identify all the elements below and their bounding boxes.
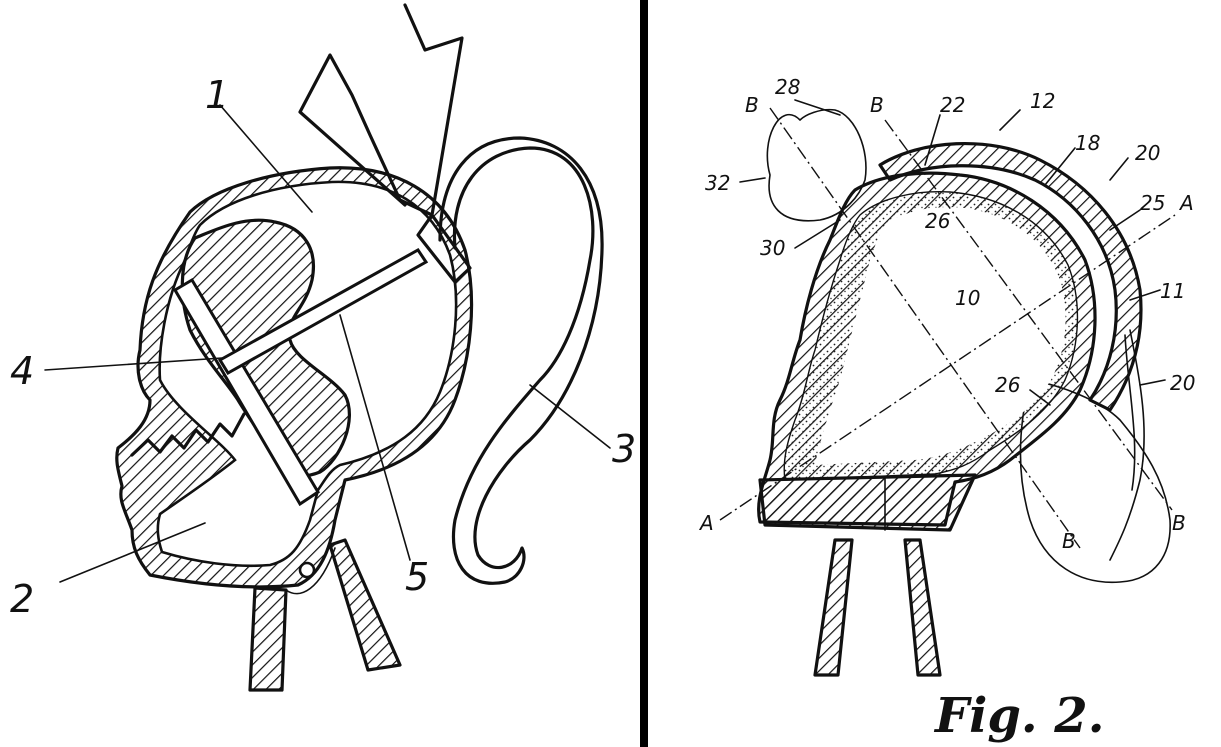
label-2: 2	[10, 577, 34, 621]
ponytail	[438, 136, 604, 585]
label-28: 28	[775, 75, 800, 99]
label-1: 1	[205, 73, 229, 117]
label-3: 3	[612, 427, 636, 471]
label-A-left: A	[698, 511, 714, 535]
label-12: 12	[1030, 89, 1055, 113]
label-5: 5	[405, 555, 429, 599]
left-figure: 1 4 2 3 5	[10, 3, 636, 692]
label-32: 32	[705, 171, 730, 195]
wig-shell	[878, 142, 1143, 412]
label-B-top-left: B	[745, 93, 759, 117]
label-B-bottom-mid: B	[1062, 529, 1076, 553]
label-25: 25	[1140, 191, 1165, 215]
ribbon	[298, 3, 472, 284]
label-A-right: A	[1178, 191, 1194, 215]
label-B-bottom-right: B	[1172, 511, 1186, 535]
label-4: 4	[10, 349, 34, 393]
right-figure: B 28 B 22 12 18 20 32 25 A 26 30 10 11 2…	[698, 75, 1195, 744]
zigzag-spring	[130, 412, 246, 457]
label-30: 30	[760, 236, 785, 260]
label-11: 11	[1160, 279, 1185, 303]
rod	[217, 248, 429, 376]
hair-puff-right	[1019, 379, 1171, 584]
label-22: 22	[940, 93, 965, 117]
label-20-bottom: 20	[1170, 371, 1195, 395]
label-26-top: 26	[925, 209, 950, 233]
neck	[248, 538, 402, 692]
label-10: 10	[955, 286, 980, 310]
label-18: 18	[1075, 131, 1100, 155]
label-26-bottom: 26	[995, 373, 1020, 397]
panel-divider	[640, 0, 648, 747]
label-B-top-mid: B	[870, 93, 884, 117]
neck-post	[813, 538, 942, 677]
comb-bar	[172, 277, 321, 507]
figure-caption: Fig. 2.	[933, 688, 1104, 744]
label-20-top: 20	[1135, 141, 1160, 165]
neck-base	[758, 473, 977, 532]
